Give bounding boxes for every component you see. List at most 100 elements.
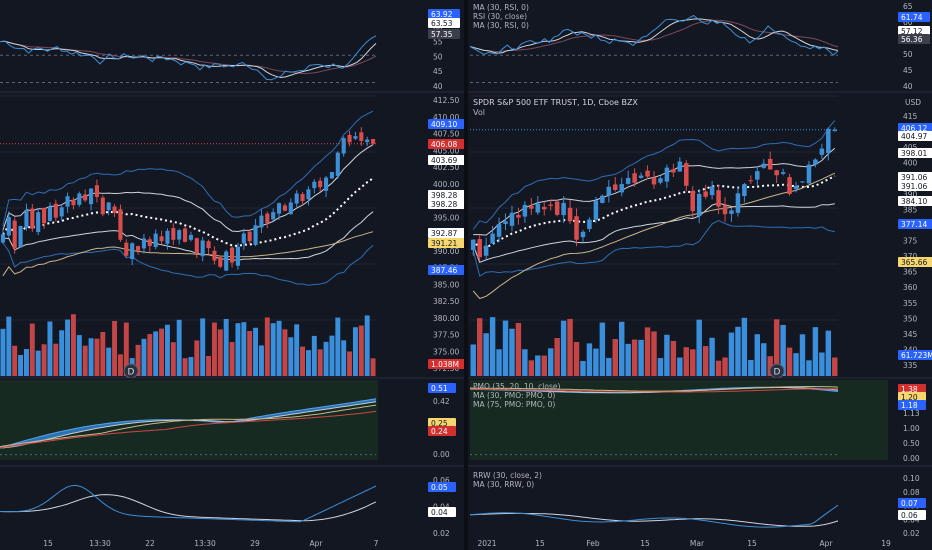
candle-body bbox=[574, 216, 579, 240]
volume-bar bbox=[229, 342, 235, 376]
volume-bar bbox=[599, 322, 606, 376]
candle-body bbox=[780, 172, 786, 174]
price-badge: 56.36 bbox=[901, 35, 923, 44]
candle-body bbox=[18, 225, 23, 248]
time-label: 15 bbox=[43, 539, 53, 548]
time-label: Feb bbox=[586, 539, 600, 548]
volume-bar bbox=[825, 330, 832, 376]
volume-bar bbox=[358, 325, 364, 376]
candle-body bbox=[625, 177, 631, 184]
volume-bar bbox=[364, 315, 370, 376]
candle-body bbox=[124, 242, 129, 256]
axis-label: 1.00 bbox=[903, 424, 920, 433]
event-marker-right[interactable]: D bbox=[769, 363, 785, 379]
candle-body bbox=[271, 212, 276, 220]
price-badge: 0.05 bbox=[431, 483, 448, 492]
candle-body bbox=[165, 230, 170, 244]
volume-bar bbox=[786, 347, 793, 376]
axis-label: 0.50 bbox=[903, 439, 920, 448]
price-badge-bg bbox=[428, 418, 456, 428]
right-pmo-pane bbox=[469, 386, 839, 456]
axis-label: 407.50 bbox=[433, 130, 459, 139]
volume-bar bbox=[170, 342, 176, 376]
price-badge: 1.18 bbox=[901, 401, 918, 410]
price-badge-bg bbox=[428, 228, 466, 238]
rrw-ma-line bbox=[0, 494, 377, 522]
volume-bar bbox=[329, 335, 335, 376]
right-chart: 65605550454061.7457.1256.364154104054003… bbox=[469, 2, 932, 548]
price-badge-bg bbox=[898, 392, 926, 402]
candle-body bbox=[567, 207, 573, 221]
volume-bar bbox=[35, 350, 41, 376]
axis-label: 340 bbox=[903, 345, 918, 354]
candle-body bbox=[735, 193, 741, 213]
candle-body bbox=[89, 188, 94, 205]
candle-body bbox=[541, 206, 547, 210]
axis-label: 0.06 bbox=[433, 476, 450, 485]
right-rrw-pane bbox=[469, 504, 839, 528]
candle-body bbox=[294, 193, 299, 204]
volume-bar bbox=[593, 348, 599, 376]
axis-label: 395.00 bbox=[433, 213, 459, 222]
lower-band-line bbox=[2, 242, 374, 286]
price-badge-bg bbox=[428, 265, 466, 275]
candle-body bbox=[230, 247, 235, 263]
price-badge-bg bbox=[898, 510, 926, 520]
volume-bar bbox=[253, 327, 259, 376]
volume-bar bbox=[147, 334, 153, 376]
right-pmo-legend-2: MA (30, PMO: PMO, 0) bbox=[473, 391, 555, 400]
candle-body bbox=[130, 243, 135, 260]
axis-label: 65 bbox=[903, 2, 913, 11]
volume-bar bbox=[135, 344, 141, 376]
volume-bar bbox=[761, 343, 767, 376]
rrw-line bbox=[469, 504, 839, 528]
candle-body bbox=[65, 196, 70, 207]
candle-body bbox=[83, 194, 88, 201]
right-time-axis: 2021 15 Feb 15 Mar 15 Apr 19 bbox=[477, 539, 891, 548]
price-badge-bg bbox=[898, 257, 932, 267]
candle-body bbox=[761, 163, 767, 168]
volume-bar bbox=[489, 317, 496, 376]
candle-body bbox=[748, 180, 754, 182]
event-marker-left[interactable]: D bbox=[123, 363, 139, 379]
candle-body bbox=[742, 184, 747, 197]
price-badge: 0.06 bbox=[901, 511, 918, 520]
right-price-pane[interactable] bbox=[470, 95, 838, 377]
price-badge: 63.92 bbox=[431, 10, 453, 19]
price-badge-bg bbox=[898, 34, 930, 44]
volume-bar bbox=[276, 320, 282, 376]
price-badge: 398.28 bbox=[431, 200, 457, 209]
candle-body bbox=[42, 208, 47, 224]
price-badge-bg bbox=[428, 18, 460, 28]
volume-bar bbox=[683, 347, 689, 376]
rsi-ma2-line bbox=[469, 18, 839, 54]
volume-bar bbox=[47, 321, 53, 376]
right-pmo-legend-1: PMO (35, 20, 10, close) bbox=[473, 382, 560, 391]
price-badge-bg bbox=[898, 196, 932, 206]
axis-label: 382.50 bbox=[433, 297, 459, 306]
candle-body bbox=[0, 234, 5, 243]
envelope-lower-line bbox=[472, 202, 835, 263]
candle-body bbox=[30, 208, 35, 229]
volume-bar bbox=[70, 314, 76, 376]
axis-label: 405 bbox=[903, 143, 918, 152]
candle-body bbox=[819, 148, 825, 155]
candle-body bbox=[645, 170, 650, 177]
volume-bar bbox=[702, 346, 709, 376]
volume-bar bbox=[631, 339, 638, 376]
price-badge-bg bbox=[898, 219, 932, 229]
axis-label: 410.00 bbox=[433, 113, 459, 122]
candle-body bbox=[59, 207, 64, 217]
volume-bar bbox=[819, 352, 825, 376]
envelope-lower-line bbox=[2, 211, 374, 261]
volume-bar bbox=[806, 360, 812, 376]
axis-label: 45 bbox=[903, 66, 913, 75]
candle-body bbox=[677, 161, 683, 172]
price-badge-bg bbox=[898, 350, 932, 360]
candle-body bbox=[716, 190, 721, 207]
candle-body bbox=[587, 219, 592, 229]
volume-bar bbox=[728, 332, 735, 376]
price-badge: 392.87 bbox=[431, 229, 457, 238]
left-price-pane[interactable] bbox=[0, 95, 376, 377]
volume-bar bbox=[606, 357, 612, 376]
